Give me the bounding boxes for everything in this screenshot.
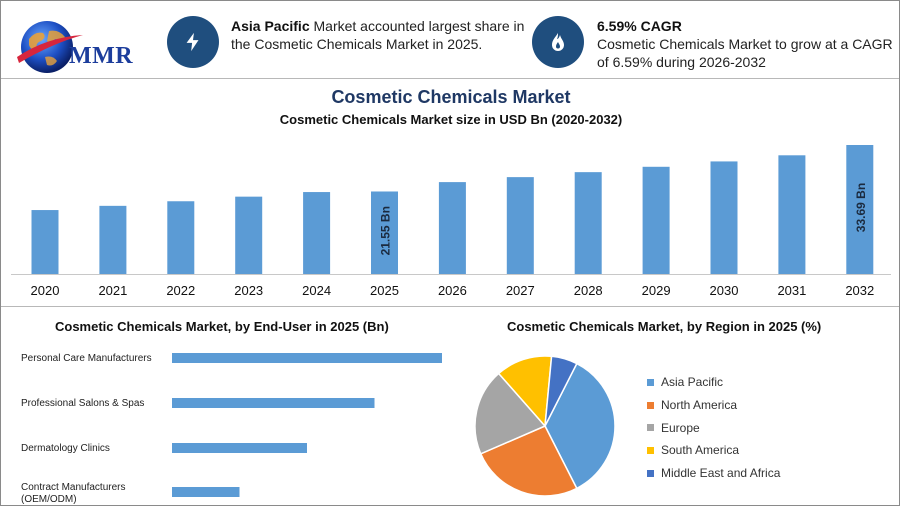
- header-fact-region-text: Market accounted largest share in the Co…: [231, 18, 525, 52]
- lightning-icon: [167, 16, 219, 68]
- header-fact-cagr-text: Cosmetic Chemicals Market to grow at a C…: [597, 36, 893, 70]
- x-tick-label: 2022: [166, 283, 195, 298]
- pie-slice: [544, 362, 616, 490]
- bar-2028: [574, 172, 602, 274]
- x-tick-label: 2029: [642, 283, 671, 298]
- x-tick-label: 2030: [710, 283, 739, 298]
- legend-swatch: [647, 424, 654, 432]
- legend-item: South America: [647, 439, 780, 462]
- header-divider: [1, 78, 899, 79]
- x-tick-label: 2024: [302, 283, 331, 298]
- end-user-label: Personal Care Manufacturers: [21, 353, 152, 364]
- region-chart-title: Cosmetic Chemicals Market, by Region in …: [507, 319, 822, 334]
- end-user-label: Contract Manufacturers: [21, 482, 126, 493]
- bar-2030: [710, 161, 738, 274]
- bar-2031: [778, 155, 806, 274]
- legend-label: Middle East and Africa: [661, 466, 781, 481]
- end-user-chart-title: Cosmetic Chemicals Market, by End-User i…: [55, 319, 389, 334]
- legend-item: North America: [647, 394, 780, 417]
- section-divider: [1, 306, 899, 307]
- legend-item: Middle East and Africa: [647, 462, 780, 485]
- page-title: Cosmetic Chemicals Market: [331, 87, 571, 107]
- bar-chart-title: Cosmetic Chemicals Market size in USD Bn…: [279, 112, 623, 127]
- legend-item: Europe: [647, 416, 780, 439]
- globe-icon: [17, 21, 83, 73]
- legend-label: Asia Pacific: [661, 375, 724, 390]
- x-tick-label: 2025: [370, 283, 399, 298]
- legend-swatch: [647, 469, 654, 477]
- x-tick-label: 2028: [574, 283, 603, 298]
- header-fact-region-bold: Asia Pacific: [231, 18, 310, 34]
- end-user-bar: [172, 487, 240, 497]
- legend-item: Asia Pacific: [647, 371, 780, 394]
- x-tick-label: 2027: [506, 283, 535, 298]
- mmr-logo: [15, 13, 145, 83]
- bar-2029: [642, 166, 670, 274]
- bar-2027: [506, 177, 534, 274]
- legend-swatch: [647, 401, 654, 409]
- bar-2022: [167, 201, 195, 274]
- x-tick-label: 2031: [777, 283, 806, 298]
- pie-slice: [474, 372, 547, 455]
- end-user-label: (OEM/ODM): [21, 494, 77, 505]
- bar-data-label: 33.69 Bn: [854, 183, 868, 232]
- header-fact-cagr-bold: 6.59% CAGR: [597, 18, 682, 34]
- end-user-label: Professional Salons & Spas: [21, 398, 144, 409]
- legend-swatch: [647, 446, 654, 454]
- x-tick-label: 2021: [98, 283, 127, 298]
- x-tick-label: 2026: [438, 283, 467, 298]
- flame-icon: [532, 16, 584, 68]
- legend-label: North America: [661, 398, 738, 413]
- header-fact-cagr: 6.59% CAGR Cosmetic Chemicals Market to …: [597, 17, 893, 71]
- legend-swatch: [647, 378, 654, 386]
- end-user-bar: [172, 398, 375, 408]
- bar-data-label: 21.55 Bn: [379, 206, 393, 255]
- x-tick-label: 2023: [234, 283, 263, 298]
- end-user-bar: [172, 353, 442, 363]
- bar-2026: [438, 182, 466, 274]
- pie-slice: [497, 355, 553, 428]
- x-tick-label: 2032: [845, 283, 874, 298]
- x-tick-label: 2020: [31, 283, 60, 298]
- logo-text: MMR: [69, 43, 134, 69]
- pie-slice: [544, 355, 578, 427]
- bar-2023: [235, 196, 263, 274]
- legend-label: South America: [661, 443, 740, 458]
- header-fact-region: Asia Pacific Market accounted largest sh…: [231, 17, 531, 53]
- bar-2032: [846, 145, 874, 274]
- bar-2020: [31, 210, 59, 274]
- end-user-label: Dermatology Clinics: [21, 443, 110, 454]
- end-user-bar: [172, 443, 307, 453]
- region-legend: Asia Pacific North America Europe South Ame…: [647, 371, 780, 484]
- legend-label: Europe: [661, 420, 700, 435]
- bar-2025: [371, 191, 398, 274]
- bar-2021: [99, 205, 127, 274]
- bar-2024: [303, 192, 331, 274]
